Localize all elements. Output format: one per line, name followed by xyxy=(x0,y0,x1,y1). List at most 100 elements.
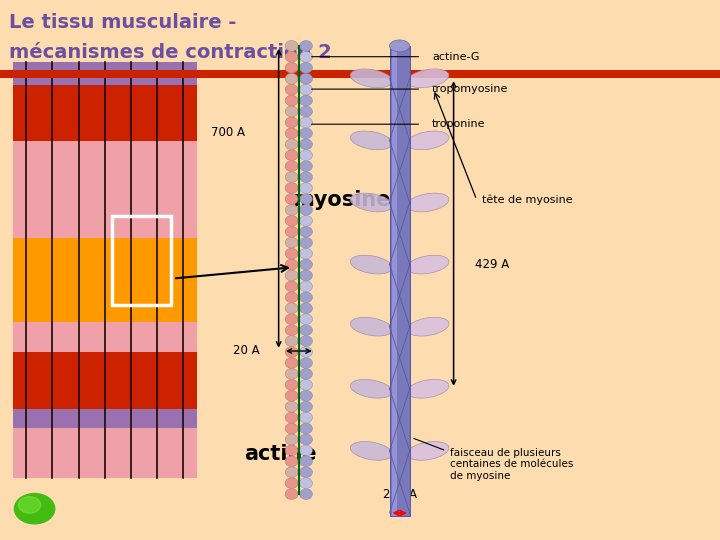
Ellipse shape xyxy=(285,193,298,204)
Text: actine-G: actine-G xyxy=(432,52,480,62)
Ellipse shape xyxy=(285,226,298,237)
Ellipse shape xyxy=(300,139,312,150)
Bar xyxy=(13,352,197,409)
Ellipse shape xyxy=(285,303,298,314)
Text: Le tissu musculaire -: Le tissu musculaire - xyxy=(9,14,236,32)
Ellipse shape xyxy=(300,314,312,325)
Ellipse shape xyxy=(285,390,298,401)
Ellipse shape xyxy=(285,84,298,95)
Ellipse shape xyxy=(300,248,312,259)
Ellipse shape xyxy=(300,73,312,84)
Bar xyxy=(112,216,171,305)
Ellipse shape xyxy=(407,69,449,87)
Ellipse shape xyxy=(300,423,312,434)
Ellipse shape xyxy=(300,347,312,357)
Text: 200 A: 200 A xyxy=(382,488,417,501)
Ellipse shape xyxy=(285,205,298,215)
Ellipse shape xyxy=(285,215,298,226)
Ellipse shape xyxy=(285,270,298,281)
Ellipse shape xyxy=(285,62,298,73)
Ellipse shape xyxy=(300,40,312,51)
Ellipse shape xyxy=(300,270,312,281)
Ellipse shape xyxy=(300,412,312,423)
Ellipse shape xyxy=(390,40,410,52)
Text: faisceau de plusieurs
centaines de molécules
de myosine: faisceau de plusieurs centaines de moléc… xyxy=(450,448,573,481)
Ellipse shape xyxy=(351,131,392,150)
Bar xyxy=(0,70,720,78)
Ellipse shape xyxy=(300,336,312,347)
Ellipse shape xyxy=(285,73,298,84)
Ellipse shape xyxy=(300,368,312,379)
Text: 429 A: 429 A xyxy=(475,258,510,271)
Ellipse shape xyxy=(300,259,312,270)
Text: actine: actine xyxy=(245,443,317,464)
Ellipse shape xyxy=(285,445,298,456)
Ellipse shape xyxy=(285,347,298,357)
Ellipse shape xyxy=(300,128,312,139)
Ellipse shape xyxy=(285,51,298,62)
Circle shape xyxy=(14,494,55,524)
Ellipse shape xyxy=(351,255,392,274)
Ellipse shape xyxy=(300,117,312,128)
Ellipse shape xyxy=(285,259,298,270)
Ellipse shape xyxy=(300,380,312,390)
Ellipse shape xyxy=(300,62,312,73)
Circle shape xyxy=(19,497,40,513)
Ellipse shape xyxy=(351,380,392,398)
Ellipse shape xyxy=(285,128,298,139)
Bar xyxy=(13,409,197,428)
Bar xyxy=(13,85,197,141)
Ellipse shape xyxy=(285,325,298,335)
Ellipse shape xyxy=(300,51,312,62)
Ellipse shape xyxy=(285,380,298,390)
Ellipse shape xyxy=(285,161,298,172)
Ellipse shape xyxy=(285,357,298,368)
Ellipse shape xyxy=(300,357,312,368)
Ellipse shape xyxy=(285,106,298,117)
Ellipse shape xyxy=(351,442,392,460)
Ellipse shape xyxy=(285,172,298,183)
Ellipse shape xyxy=(285,467,298,478)
Ellipse shape xyxy=(285,237,298,248)
Ellipse shape xyxy=(300,390,312,401)
Ellipse shape xyxy=(285,412,298,423)
Ellipse shape xyxy=(300,193,312,204)
Ellipse shape xyxy=(285,150,298,160)
Text: 700 A: 700 A xyxy=(211,126,245,139)
Text: 20 A: 20 A xyxy=(233,345,259,357)
Text: tropomyosine: tropomyosine xyxy=(432,84,508,94)
Text: myosine: myosine xyxy=(293,190,391,210)
Ellipse shape xyxy=(300,161,312,172)
Ellipse shape xyxy=(285,117,298,128)
Ellipse shape xyxy=(285,434,298,445)
Ellipse shape xyxy=(285,489,298,500)
Ellipse shape xyxy=(300,303,312,314)
Ellipse shape xyxy=(285,456,298,467)
Ellipse shape xyxy=(351,318,392,336)
Ellipse shape xyxy=(300,172,312,183)
Ellipse shape xyxy=(407,193,449,212)
Ellipse shape xyxy=(300,215,312,226)
Ellipse shape xyxy=(300,183,312,193)
Ellipse shape xyxy=(285,248,298,259)
Ellipse shape xyxy=(300,401,312,412)
Ellipse shape xyxy=(285,368,298,379)
Ellipse shape xyxy=(300,95,312,106)
Ellipse shape xyxy=(285,292,298,303)
Text: troponine: troponine xyxy=(432,119,485,129)
Bar xyxy=(392,46,397,516)
Ellipse shape xyxy=(285,423,298,434)
Text: tête de myosine: tête de myosine xyxy=(482,194,573,205)
Ellipse shape xyxy=(300,205,312,215)
Ellipse shape xyxy=(407,131,449,150)
Bar xyxy=(390,46,410,516)
Ellipse shape xyxy=(407,255,449,274)
Bar xyxy=(13,238,197,322)
Ellipse shape xyxy=(300,456,312,467)
Ellipse shape xyxy=(351,69,392,87)
Ellipse shape xyxy=(300,467,312,478)
Ellipse shape xyxy=(285,478,298,489)
Ellipse shape xyxy=(300,325,312,335)
Bar xyxy=(13,62,197,478)
Ellipse shape xyxy=(300,478,312,489)
